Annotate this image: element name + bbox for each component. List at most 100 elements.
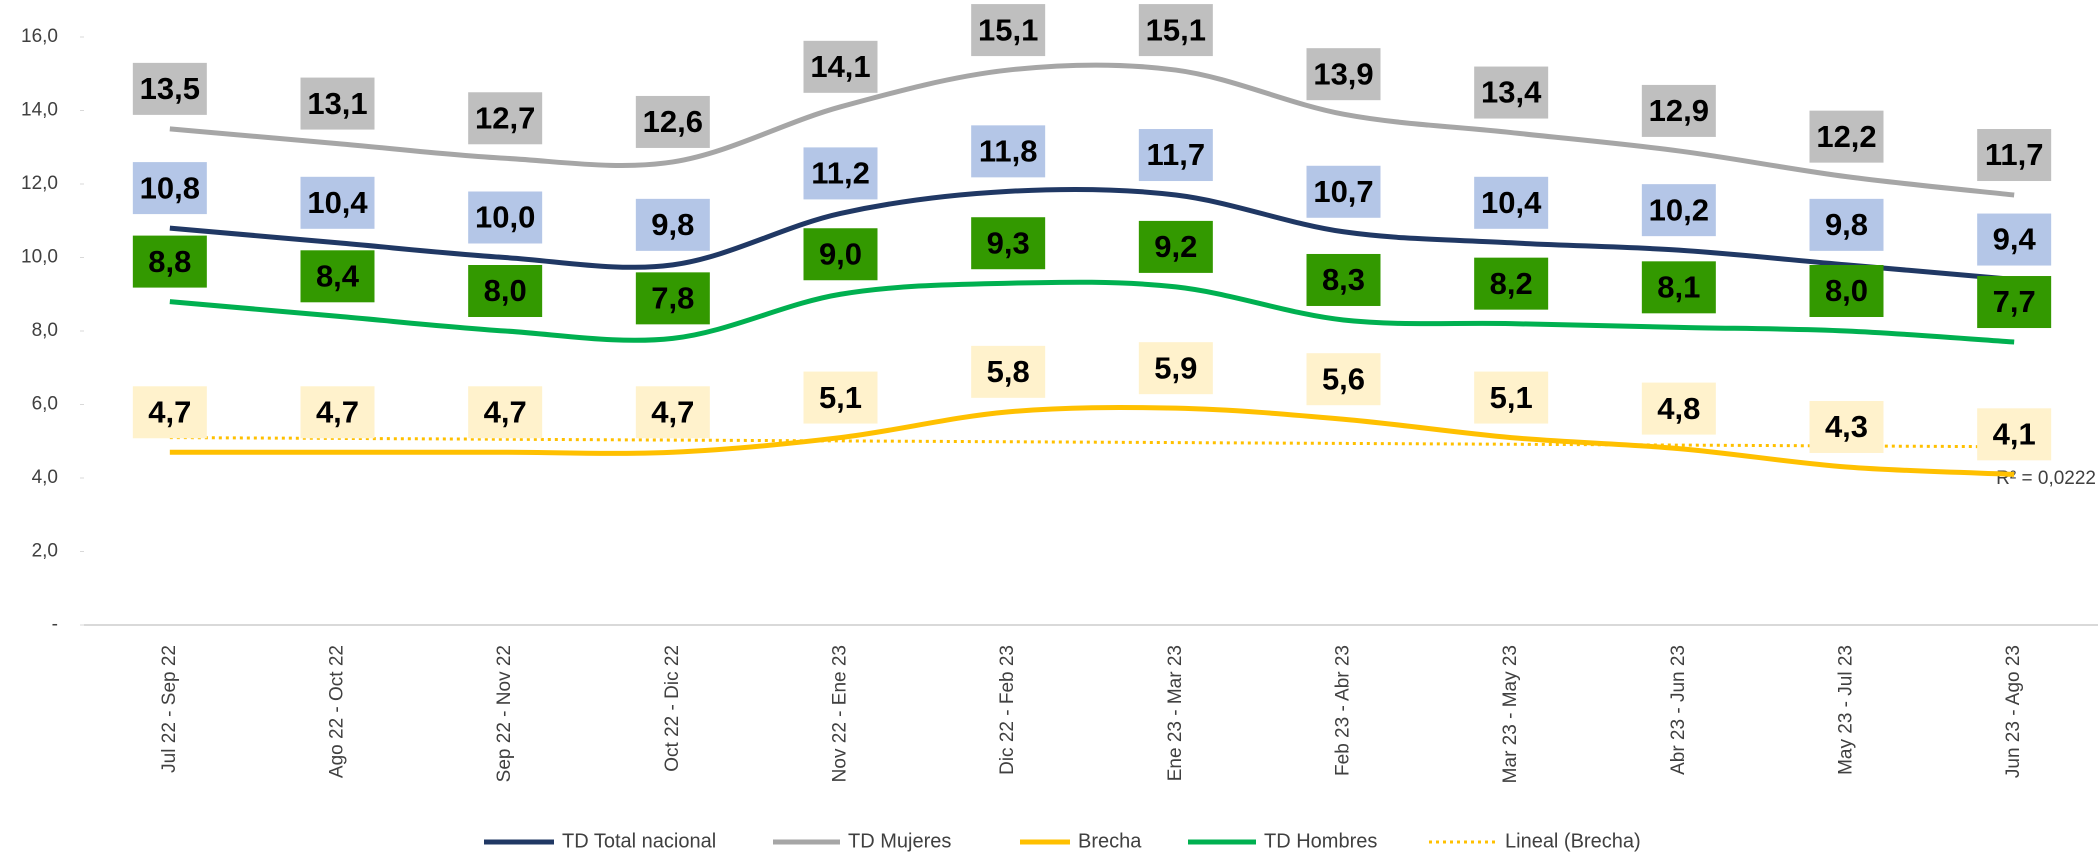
data-label: 4,7	[316, 394, 359, 429]
x-tick-label: Nov 22 - Ene 23	[830, 645, 851, 782]
data-label: 9,8	[651, 207, 694, 242]
data-label-box	[1474, 176, 1549, 229]
data-label-box	[468, 386, 543, 439]
data-label: 4,7	[484, 394, 527, 429]
data-label-box	[132, 235, 207, 288]
data-label: 5,1	[819, 380, 862, 415]
y-tick-label: -	[52, 614, 58, 635]
data-label: 14,1	[810, 49, 870, 84]
data-label: 5,9	[1154, 350, 1197, 385]
data-label-box	[1138, 342, 1213, 395]
data-label: 10,2	[1649, 192, 1709, 227]
data-label: 5,6	[1322, 361, 1365, 396]
data-label-box	[1138, 220, 1213, 273]
data-label: 10,7	[1313, 174, 1373, 209]
data-label-box	[1641, 261, 1716, 314]
series-line	[169, 62, 2015, 198]
data-label: 8,0	[1825, 273, 1868, 308]
data-label-box	[300, 250, 375, 303]
trendline	[169, 436, 2015, 449]
y-tick-label: 12,0	[21, 173, 58, 194]
data-label: 11,2	[811, 156, 870, 191]
data-label-box	[803, 371, 878, 424]
data-label: 10,8	[140, 170, 200, 205]
data-label-box	[635, 386, 710, 439]
data-label: 13,9	[1313, 56, 1373, 91]
data-label: 9,8	[1825, 207, 1868, 242]
data-label: 12,2	[1816, 119, 1876, 154]
data-label: 10,0	[475, 200, 535, 235]
data-label: 10,4	[1481, 185, 1542, 220]
data-label: 15,1	[1146, 12, 1206, 47]
data-label: 15,1	[978, 12, 1038, 47]
data-label: 5,1	[1490, 380, 1533, 415]
data-label-box	[971, 217, 1046, 270]
y-tick-label: 8,0	[32, 320, 58, 341]
data-label-box	[1306, 253, 1381, 306]
data-label: 12,7	[475, 100, 535, 135]
data-label: 12,6	[643, 104, 703, 139]
data-label-box	[803, 147, 878, 200]
data-label: 8,2	[1490, 266, 1533, 301]
data-label-box	[1138, 4, 1213, 57]
data-label: 11,7	[1147, 137, 1206, 172]
data-label-box	[468, 265, 543, 317]
x-tick-label: Mar 23 - May 23	[1500, 645, 1521, 783]
legend-label: Lineal (Brecha)	[1505, 830, 1641, 852]
data-label-box	[468, 191, 543, 244]
data-label-box	[1474, 66, 1549, 119]
data-label: 9,3	[987, 225, 1030, 260]
data-label-box	[132, 62, 207, 115]
data-label-box	[803, 40, 878, 93]
data-label: 9,2	[1154, 229, 1197, 264]
data-label: 13,1	[307, 86, 367, 121]
data-label-box	[1809, 110, 1884, 163]
data-label: 7,8	[651, 281, 694, 316]
data-label-box	[1977, 213, 2052, 266]
data-label-box	[1977, 408, 2052, 461]
data-label-box	[300, 77, 375, 130]
r2-label: R² = 0,0222	[1996, 468, 2096, 489]
x-tick-label: Ene 23 - Mar 23	[1165, 645, 1186, 781]
data-label-box	[635, 95, 710, 148]
data-label-box	[132, 162, 207, 215]
x-tick-label: Ago 22 - Oct 22	[327, 645, 348, 778]
data-label-box	[468, 92, 543, 145]
data-label: 13,4	[1481, 75, 1542, 110]
y-tick-label: 16,0	[21, 26, 58, 47]
data-label-box	[1306, 165, 1381, 218]
data-label-box	[1138, 129, 1213, 182]
data-label-box	[635, 272, 710, 325]
data-label-box	[1306, 353, 1381, 406]
data-label: 8,3	[1322, 262, 1365, 297]
y-tick-label: 4,0	[32, 467, 58, 488]
data-label-box	[1474, 257, 1549, 310]
data-label: 5,8	[987, 354, 1030, 389]
x-tick-label: Jul 22 - Sep 22	[159, 645, 180, 773]
y-tick-label: 10,0	[21, 247, 58, 268]
x-tick-label: Jun 23 - Ago 23	[2003, 645, 2024, 778]
series-line	[169, 279, 2015, 345]
legend-label: TD Total nacional	[562, 830, 716, 852]
x-tick-label: Abr 23 - Jun 23	[1668, 645, 1689, 775]
data-label: 8,1	[1657, 270, 1700, 305]
y-tick-label: 14,0	[21, 100, 58, 121]
data-label-box	[1809, 265, 1884, 317]
legend-label: Brecha	[1078, 830, 1142, 852]
legend-label: TD Hombres	[1264, 830, 1377, 852]
data-label-box	[971, 4, 1046, 57]
data-label: 8,8	[148, 244, 191, 279]
data-label-box	[300, 386, 375, 439]
data-label: 12,9	[1649, 93, 1709, 128]
legend-label: TD Mujeres	[848, 830, 951, 852]
data-label-box	[300, 176, 375, 229]
data-label: 8,0	[484, 273, 527, 308]
data-label-box	[1641, 184, 1716, 237]
data-label: 4,7	[148, 394, 191, 429]
x-tick-label: Feb 23 - Abr 23	[1333, 645, 1354, 776]
data-label-box	[1977, 276, 2052, 329]
data-label: 11,8	[979, 134, 1038, 169]
data-label-box	[1809, 400, 1884, 453]
